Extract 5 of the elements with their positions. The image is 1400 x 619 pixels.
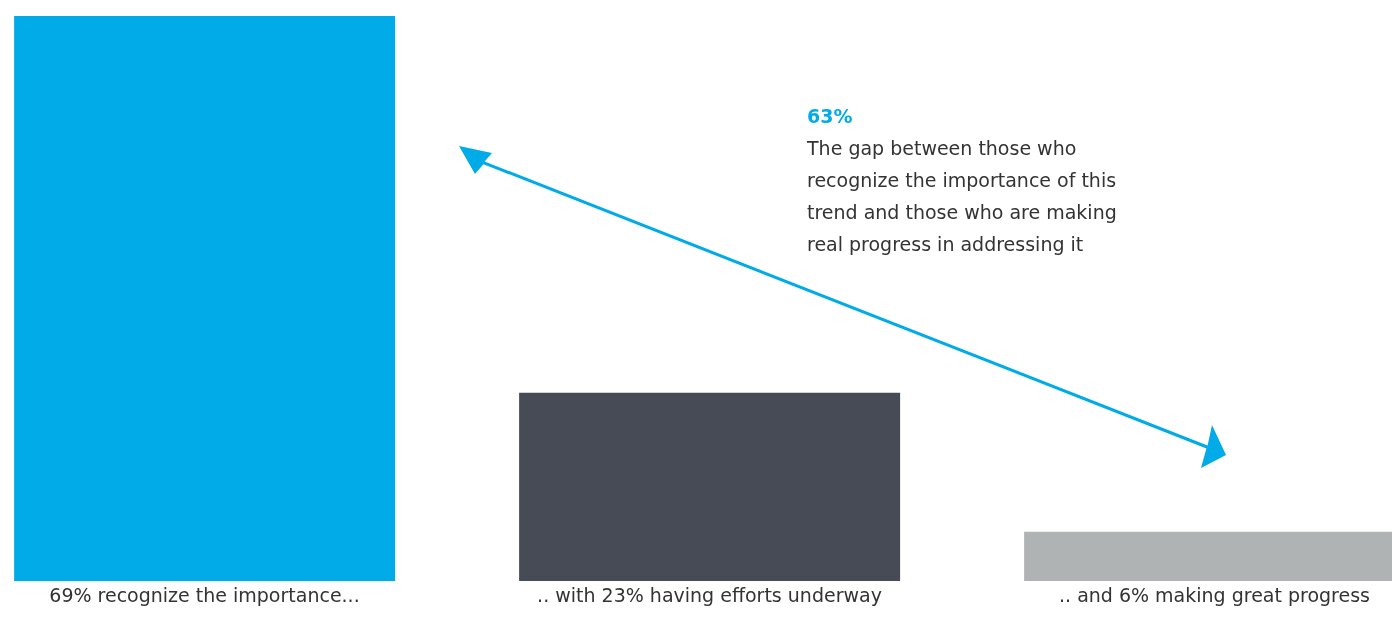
x-tick-label: .. with 23% having efforts underway	[537, 584, 882, 607]
x-tick-label: .. and 6% making great progress	[1059, 584, 1370, 607]
annotation: 63%	[807, 104, 854, 129]
x-tick-label: 69% recognize the importance...	[49, 584, 360, 607]
annotation: The gap between those who recognize the importance of this trend and those who are making real progress in addressing it	[807, 136, 1118, 257]
